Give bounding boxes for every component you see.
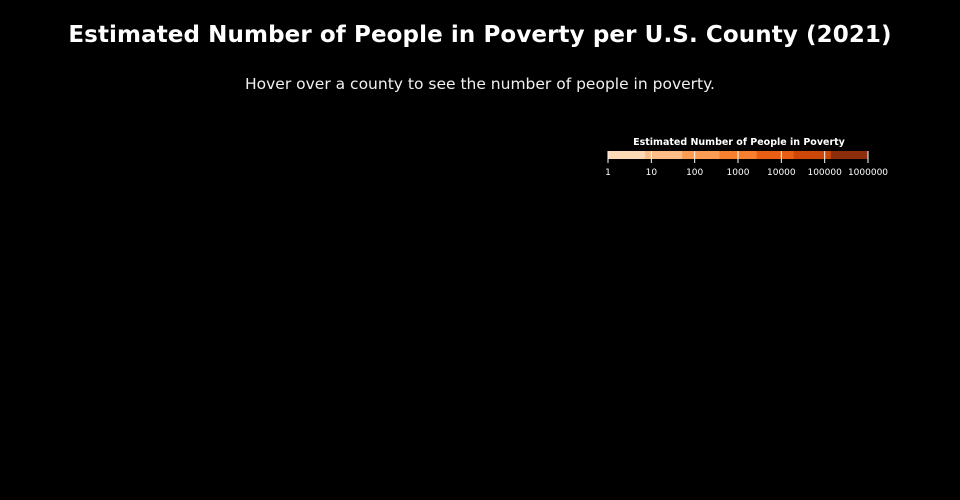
legend-tick-label: 10000: [767, 168, 796, 178]
legend-tick-label: 10: [646, 168, 658, 178]
legend-band: [830, 151, 869, 159]
legend-tick-label: 1000000: [848, 168, 888, 178]
legend-band: [682, 151, 720, 159]
legend-band: [608, 151, 646, 159]
legend-tick-label: 1: [605, 168, 611, 178]
legend-tick-label: 100: [686, 168, 703, 178]
legend-band: [645, 151, 683, 159]
legend-tick-label: 1000: [727, 168, 750, 178]
legend-band: [756, 151, 795, 159]
legend-tick-label: 100000: [807, 168, 842, 178]
legend-title: Estimated Number of People in Poverty: [633, 137, 846, 148]
legend-ticks: 1 10 100 1000 10000 100000 1000000: [605, 151, 888, 178]
legend-band: [793, 151, 832, 159]
page-title: Estimated Number of People in Poverty pe…: [68, 22, 892, 48]
page-subtitle: Hover over a county to see the number of…: [244, 75, 715, 93]
